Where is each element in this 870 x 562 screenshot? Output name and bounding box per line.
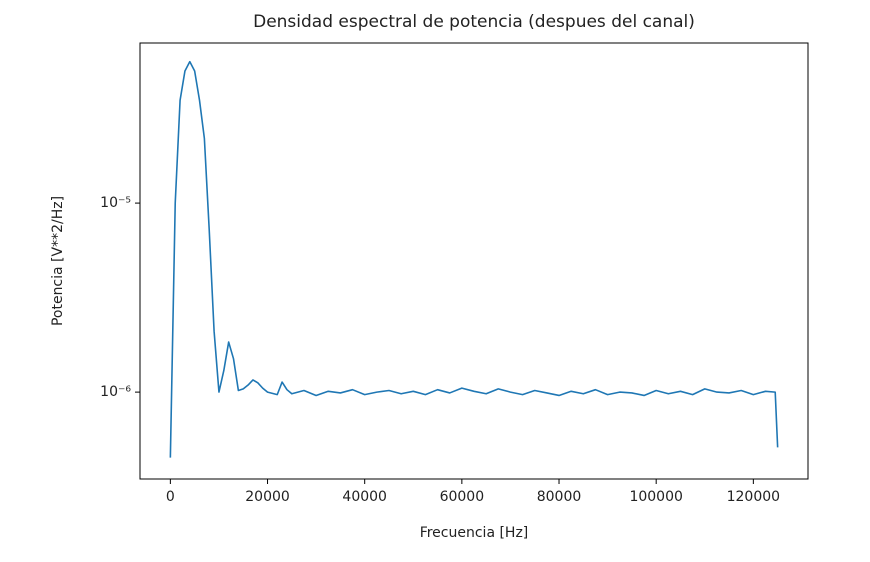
x-axis-label: Frecuencia [Hz] xyxy=(420,525,529,541)
x-tick-label: 0 xyxy=(166,489,175,505)
x-tick-label: 100000 xyxy=(629,489,682,505)
x-tick-label: 60000 xyxy=(440,489,485,505)
chart-title: Densidad espectral de potencia (despues … xyxy=(253,12,695,32)
x-tick-label: 120000 xyxy=(727,489,780,505)
x-tick-label: 40000 xyxy=(342,489,387,505)
y-tick-label: 10⁻⁶ xyxy=(100,384,131,400)
series-line xyxy=(169,60,779,458)
y-tick-label: 10⁻⁵ xyxy=(100,195,131,211)
x-tick-label: 80000 xyxy=(537,489,582,505)
plot-frame xyxy=(139,42,809,480)
y-axis-label: Potencia [V**2/Hz] xyxy=(50,196,66,326)
x-tick-label: 20000 xyxy=(245,489,290,505)
